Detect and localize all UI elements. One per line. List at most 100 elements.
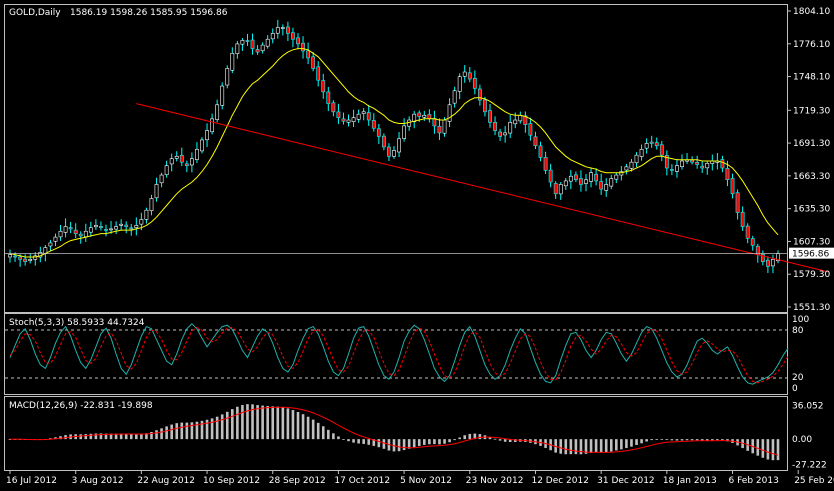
candle — [8, 249, 12, 263]
candle-body — [538, 145, 543, 158]
stoch-signal-line — [9, 326, 789, 384]
candle — [523, 111, 528, 133]
candle — [771, 254, 775, 274]
candle — [149, 194, 154, 216]
candle-body — [523, 115, 528, 125]
macd-bar — [609, 439, 613, 452]
candle-body — [83, 230, 88, 238]
macd-bar — [286, 408, 290, 440]
price-tick-label: 1719.30 — [793, 106, 830, 116]
candle-body — [604, 184, 609, 191]
candle-body — [584, 179, 588, 184]
candle-body — [589, 172, 593, 182]
macd-bar — [200, 420, 204, 440]
candle-body — [255, 49, 260, 53]
candle-body — [664, 155, 669, 169]
candlestick-series — [8, 19, 780, 274]
candle — [568, 169, 573, 190]
macd-bar — [443, 439, 446, 444]
macd-bar — [180, 422, 184, 440]
candle-body — [205, 130, 209, 141]
candle — [594, 168, 599, 186]
time-tick-label: 31 Dec 2012 — [597, 476, 655, 486]
candle — [154, 177, 159, 202]
candle-body — [639, 148, 644, 157]
candle-body — [316, 66, 321, 81]
candle — [730, 173, 735, 199]
current-price-tag: 1596.86 — [789, 247, 834, 260]
macd-bar — [352, 439, 355, 443]
macd-bar — [170, 424, 173, 440]
macd-bar — [205, 419, 209, 440]
candle — [397, 132, 401, 158]
macd-bar — [771, 439, 775, 461]
stoch-level-20-label: 20 — [792, 373, 804, 383]
macd-bar — [574, 439, 578, 455]
candle — [392, 146, 396, 159]
candle-body — [184, 163, 189, 166]
candle — [760, 250, 765, 266]
candle — [589, 168, 593, 188]
candle-body — [745, 225, 750, 239]
candle-body — [139, 219, 144, 225]
macd-bar — [721, 439, 724, 441]
candle — [99, 221, 103, 231]
candle — [498, 128, 503, 141]
candle-body — [381, 135, 386, 148]
macd-bar — [256, 405, 259, 440]
candle-body — [53, 236, 58, 242]
candle — [184, 160, 189, 173]
candle — [664, 150, 669, 176]
candle — [68, 221, 73, 234]
candle-body — [629, 161, 634, 169]
candle-body — [260, 44, 265, 52]
macd-bar — [650, 439, 653, 441]
candle — [675, 158, 679, 178]
candle — [720, 155, 725, 173]
main-pane[interactable] — [4, 4, 788, 313]
candle-body — [275, 27, 280, 34]
candle — [316, 61, 321, 87]
candle — [159, 172, 164, 188]
macd-bar — [89, 433, 93, 440]
time-tick-label: 22 Aug 2012 — [137, 476, 195, 486]
candle-body — [609, 178, 614, 187]
candle — [695, 155, 700, 169]
candle — [205, 123, 209, 148]
macd-bar — [236, 406, 239, 440]
candle — [336, 103, 341, 124]
macd-bar — [453, 439, 456, 441]
candle — [614, 172, 619, 184]
candle — [644, 138, 649, 154]
candle-body — [649, 141, 654, 144]
candle-body — [730, 178, 735, 195]
candle-body — [392, 150, 396, 157]
candle — [280, 24, 285, 36]
candle — [649, 135, 654, 148]
candle — [210, 113, 215, 135]
candle — [563, 178, 568, 190]
candle-body — [88, 227, 93, 233]
candle — [493, 116, 497, 136]
candle — [28, 253, 33, 264]
candle-body — [8, 254, 12, 258]
macd-bar — [301, 414, 305, 440]
time-tick-label: 17 Oct 2012 — [334, 476, 390, 486]
candle-body — [493, 121, 497, 131]
macd-pane[interactable] — [4, 396, 788, 471]
candle — [548, 163, 553, 188]
time-tick-label: 3 Aug 2012 — [72, 476, 124, 486]
macd-bar — [705, 439, 709, 441]
time-tick-label: 12 Dec 2012 — [531, 476, 589, 486]
time-tick-label: 28 Sep 2012 — [269, 476, 326, 486]
candle — [119, 219, 124, 231]
macd-bar — [155, 430, 158, 440]
candle — [53, 233, 58, 247]
candle-body — [114, 226, 119, 230]
stoch-pane[interactable] — [4, 313, 788, 395]
trendline[interactable] — [136, 103, 829, 273]
candle-body — [619, 171, 624, 176]
stoch-level-80-label: 80 — [792, 326, 804, 336]
candle — [23, 254, 28, 266]
